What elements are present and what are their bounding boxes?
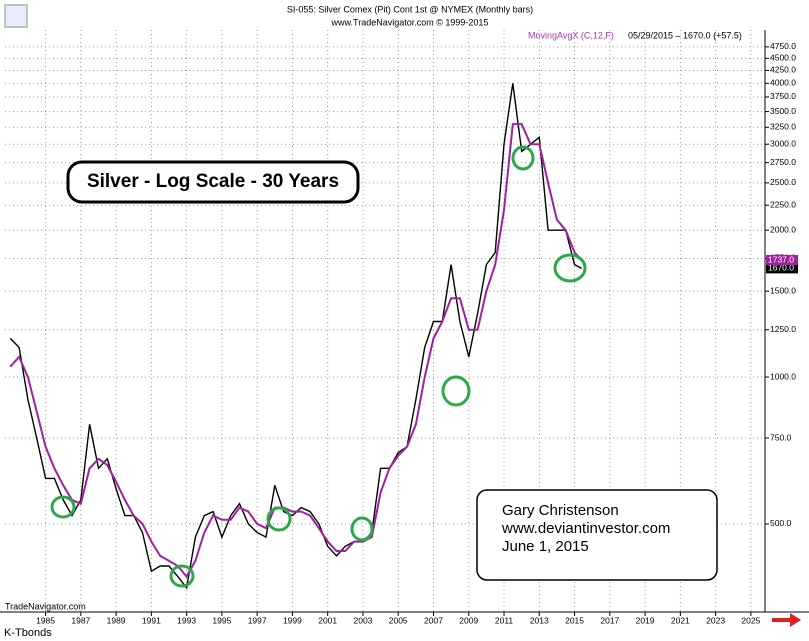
x-tick-label: 1987 xyxy=(71,615,90,625)
price-tag-label: 1670.0 xyxy=(768,263,794,273)
chart-title: SI-055: Silver Comex (Pit) Cont 1st @ NY… xyxy=(287,4,533,14)
y-tick-label: 2500.0 xyxy=(770,177,796,187)
circle xyxy=(50,495,76,519)
price-tag xyxy=(766,255,798,266)
x-tick-label: 2013 xyxy=(530,615,549,625)
y-tick-label: 2750.0 xyxy=(770,157,796,167)
price-tag-label: 1737.0 xyxy=(768,254,794,264)
x-tick-label: 1989 xyxy=(107,615,126,625)
annotation-box xyxy=(66,160,360,204)
x-tick-label: 1997 xyxy=(248,615,267,625)
circle xyxy=(441,375,471,407)
x-tick-label: 2009 xyxy=(459,615,478,625)
circle xyxy=(169,564,195,588)
circle xyxy=(511,145,535,171)
y-tick-label: 1000.0 xyxy=(770,371,796,381)
x-tick-label: 2001 xyxy=(318,615,337,625)
y-tick-label: 750.0 xyxy=(770,432,792,442)
y-tick-label: 1250.0 xyxy=(770,324,796,334)
author-line: www.deviantinvestor.com xyxy=(501,520,670,537)
legend-entry: MovingAvgX (C,12,F) xyxy=(528,30,614,40)
y-tick-label: 2000.0 xyxy=(770,224,796,234)
scroll-arrow[interactable] xyxy=(772,613,801,627)
y-tick-label: 4750.0 xyxy=(770,41,796,51)
y-tick-label: 4500.0 xyxy=(770,53,796,63)
x-tick-label: 1985 xyxy=(36,615,55,625)
y-tick-label: 500.0 xyxy=(770,518,792,528)
y-tick-label: 4000.0 xyxy=(770,78,796,88)
y-tick-label: 3000.0 xyxy=(770,139,796,149)
x-tick-label: 2003 xyxy=(353,615,372,625)
x-tick-label: 1995 xyxy=(212,615,231,625)
circle xyxy=(350,516,374,542)
highlight-circles xyxy=(50,145,587,588)
x-tick-label: 2021 xyxy=(671,615,690,625)
x-tick-label: 2011 xyxy=(495,615,514,625)
y-tick-label: 3750.0 xyxy=(770,91,796,101)
x-tick-label: 1991 xyxy=(142,615,161,625)
x-tick-label: 1999 xyxy=(283,615,302,625)
source-label: TradeNavigator.com xyxy=(5,601,86,611)
author-box xyxy=(476,489,718,581)
x-tick-label: 2019 xyxy=(636,615,655,625)
author-line: Gary Christenson xyxy=(502,502,619,519)
y-tick-label: 2250.0 xyxy=(770,199,796,209)
annotation-text: Silver - Log Scale - 30 Years xyxy=(87,171,339,192)
x-tick-label: 2005 xyxy=(389,615,408,625)
x-tick-label: 2023 xyxy=(706,615,725,625)
x-tick-label: 1993 xyxy=(177,615,196,625)
y-tick-label: 4250.0 xyxy=(770,65,796,75)
x-tick-label: 2007 xyxy=(424,615,443,625)
chart-subtitle: www.TradeNavigator.com © 1999-2015 xyxy=(331,17,489,27)
last-quote: 05/29/2015 – 1670.0 (+57.5) xyxy=(628,30,742,40)
series-line xyxy=(9,123,583,579)
logo xyxy=(4,4,28,28)
footer-label: K-Tbonds xyxy=(4,627,52,639)
x-tick-label: 2017 xyxy=(600,615,619,625)
y-tick-label: 3250.0 xyxy=(770,122,796,132)
x-tick-label: 2025 xyxy=(741,615,760,625)
y-tick-label: 1500.0 xyxy=(770,285,796,295)
circle xyxy=(266,506,292,532)
x-tick-label: 2015 xyxy=(565,615,584,625)
price-tag xyxy=(766,263,798,274)
author-line: June 1, 2015 xyxy=(502,538,589,555)
circle xyxy=(553,253,587,283)
y-tick-label: 3500.0 xyxy=(770,106,796,116)
